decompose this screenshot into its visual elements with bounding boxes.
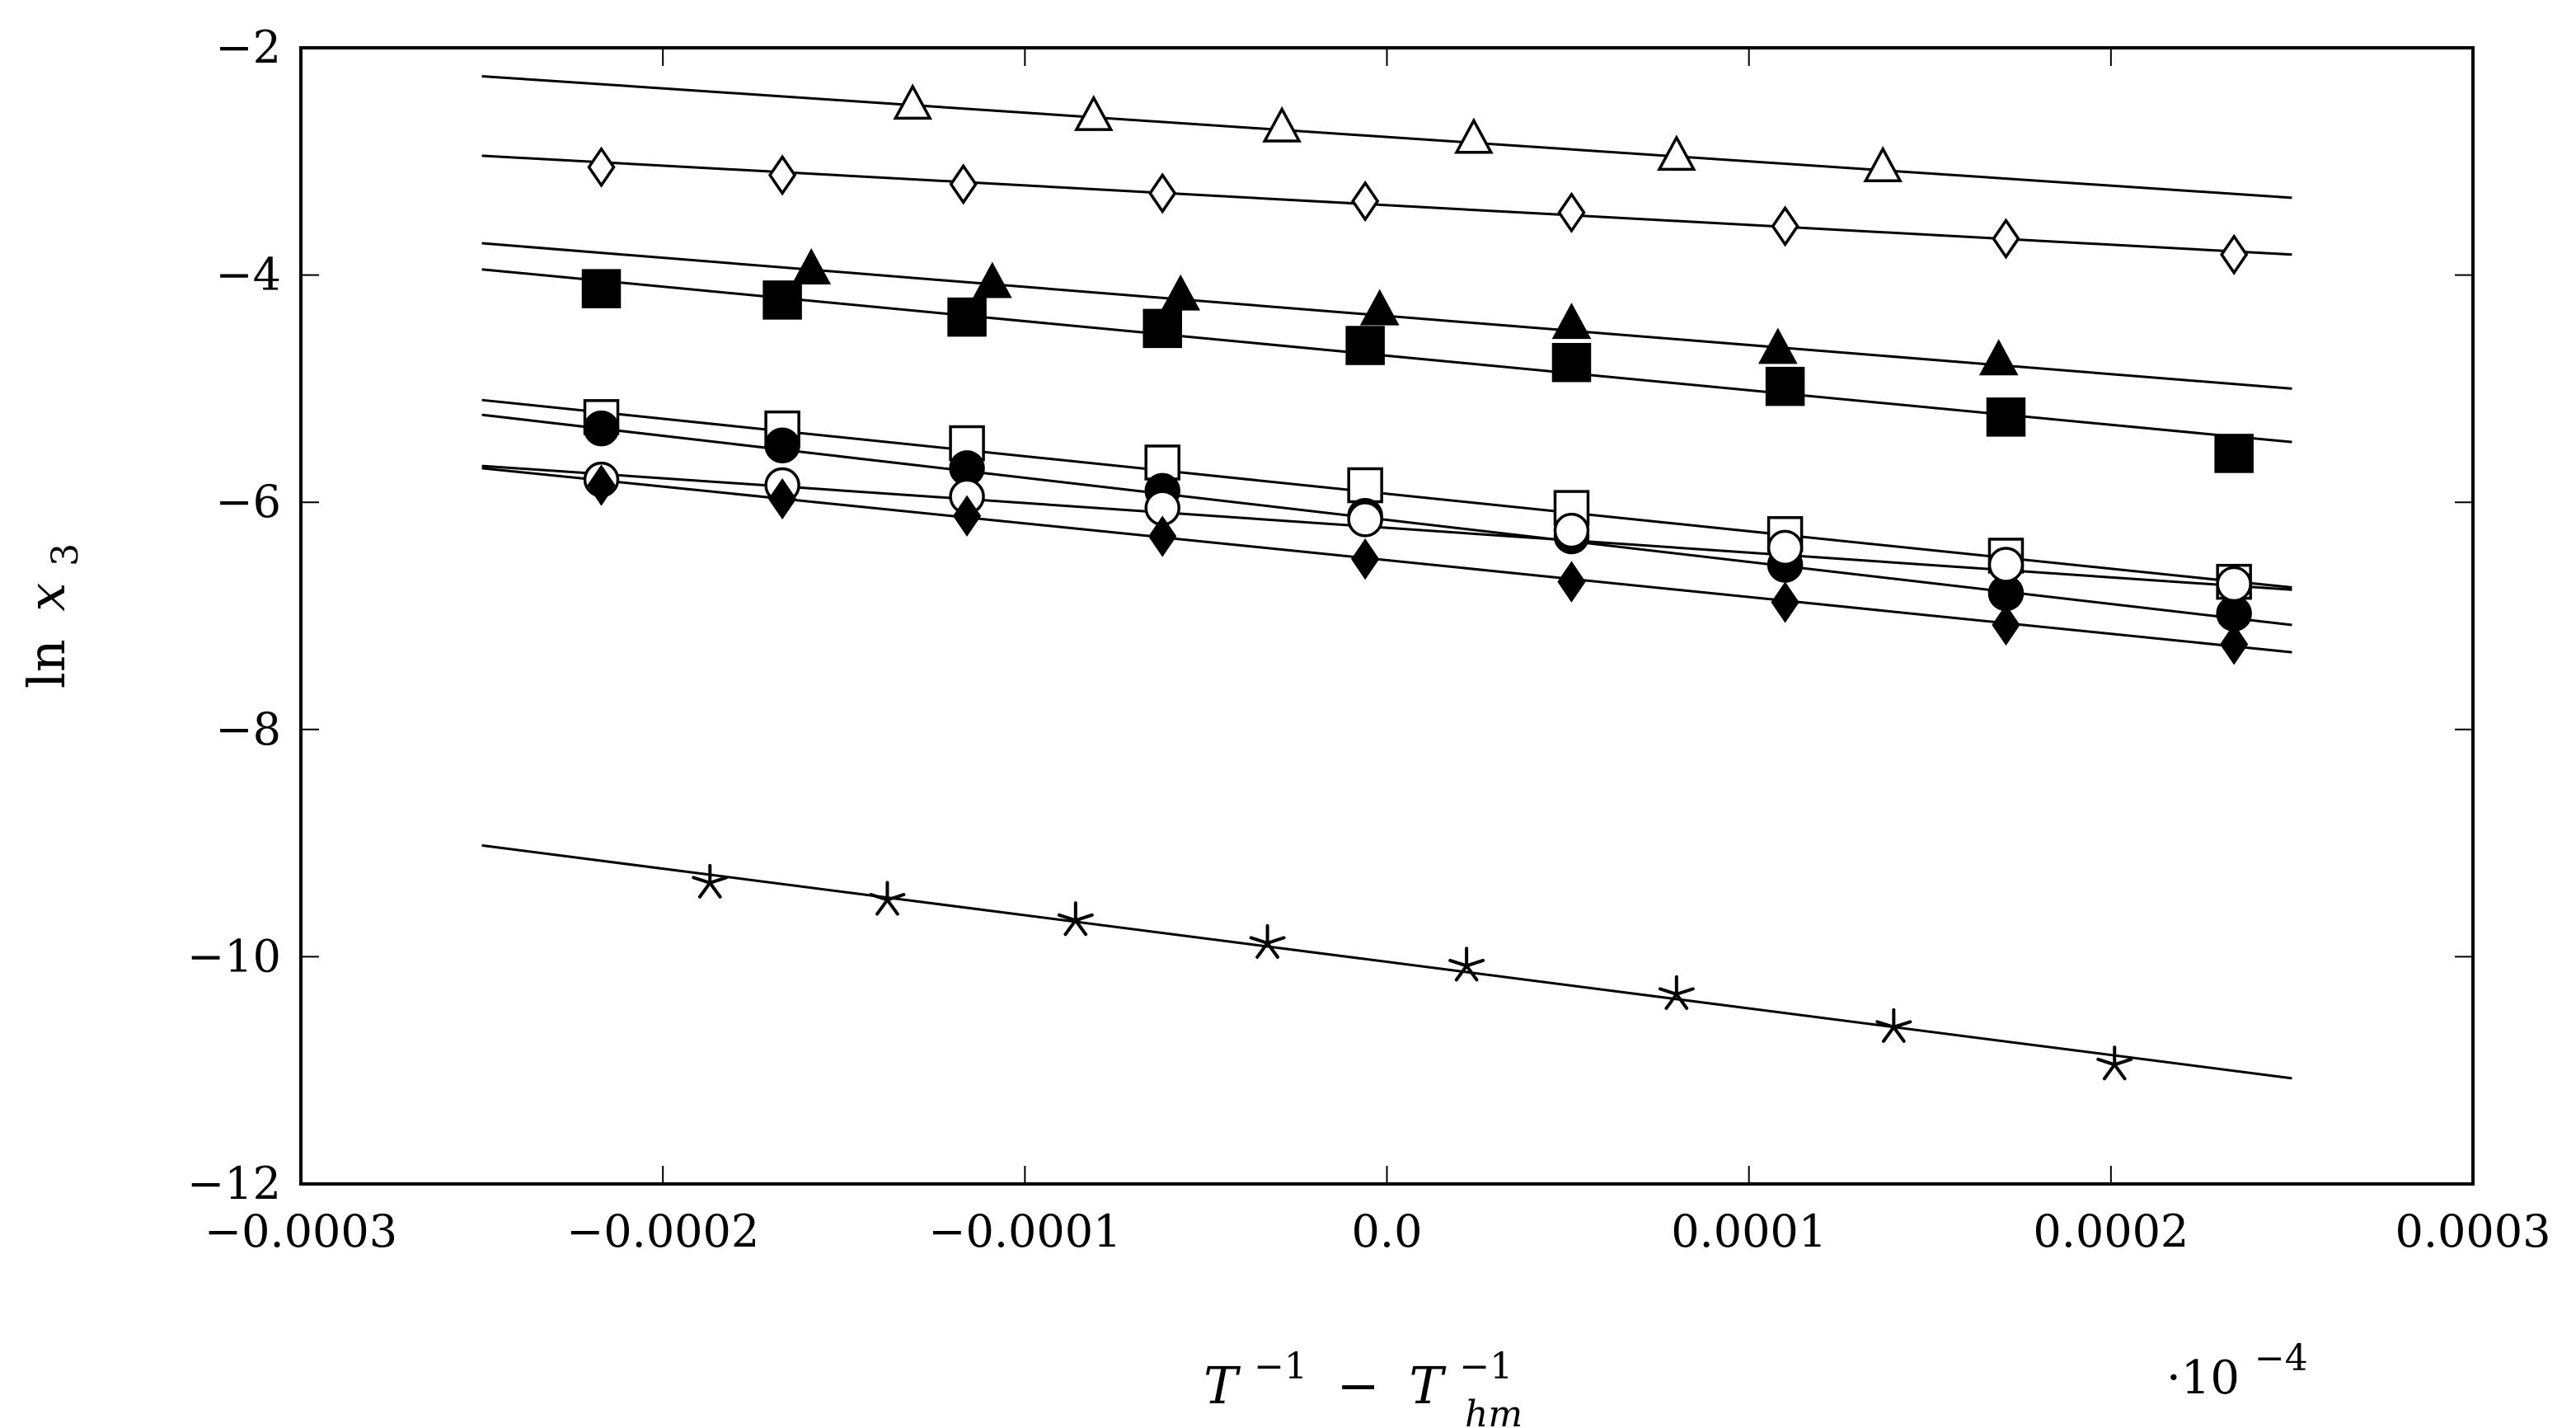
point-open-triangle <box>1262 106 1302 143</box>
x-axis-title-t2: T <box>1409 1355 1447 1416</box>
point-asterisk <box>869 881 906 916</box>
point-asterisk <box>1249 923 1286 959</box>
y-tick-label: −8 <box>215 703 281 755</box>
point-filled-triangle <box>791 248 832 284</box>
y-axis-title-var: x <box>16 583 77 612</box>
y-axis-title-sub: 3 <box>45 543 87 566</box>
point-open-diamond <box>767 154 797 196</box>
point-filled-square <box>947 297 987 337</box>
point-filled-diamond <box>587 464 616 506</box>
point-open-triangle <box>893 83 933 120</box>
point-open-diamond <box>1351 180 1380 223</box>
x-tick-label: −0.0002 <box>566 1205 759 1257</box>
point-open-triangle <box>1073 95 1114 131</box>
x-tick-label: 0.0003 <box>2395 1205 2551 1257</box>
y-tick-label: −2 <box>215 21 281 73</box>
point-open-diamond <box>1557 191 1586 233</box>
point-filled-diamond <box>1351 538 1380 580</box>
point-filled-diamond <box>1557 561 1586 603</box>
fit-line-open-diamond <box>481 154 2292 256</box>
point-filled-square <box>2214 434 2254 473</box>
point-open-circle <box>2216 566 2252 603</box>
x-scale-note-base: ·10 <box>2166 1351 2240 1405</box>
fit-line-open-triangle <box>481 74 2292 200</box>
point-filled-square <box>1551 342 1592 383</box>
point-filled-diamond <box>1148 515 1177 557</box>
x-tick-label: 0.0002 <box>2033 1205 2189 1257</box>
x-tick-label: 0.0 <box>1352 1205 1423 1257</box>
point-filled-circle <box>583 410 620 447</box>
point-asterisk <box>692 863 729 899</box>
fit-lines <box>481 74 2292 1080</box>
point-asterisk <box>1875 1008 1912 1043</box>
x-axis-title-sub2: hm <box>1465 1393 1523 1428</box>
y-axis-title-ln: ln <box>16 639 77 688</box>
point-open-circle <box>1987 547 2025 583</box>
point-filled-square <box>1345 326 1385 365</box>
x-axis-title-sup2: −1 <box>1459 1346 1513 1388</box>
point-filled-square <box>1143 308 1182 349</box>
point-open-diamond <box>949 163 978 205</box>
point-filled-triangle <box>1551 303 1592 340</box>
point-filled-triangle <box>1757 327 1798 364</box>
x-tick-label: −0.0001 <box>928 1205 1121 1257</box>
y-axis-title: ln x 3 <box>16 543 87 688</box>
point-filled-triangle <box>1161 274 1201 311</box>
point-open-circle <box>1347 501 1383 538</box>
y-tick-label: −4 <box>215 249 281 301</box>
point-filled-diamond <box>767 477 797 520</box>
point-filled-diamond <box>1992 604 2020 646</box>
x-tick-label: 0.0001 <box>1671 1205 1827 1257</box>
point-filled-circle <box>764 427 800 464</box>
x-tick-label: −0.0003 <box>204 1205 397 1257</box>
point-open-diamond <box>2220 233 2249 275</box>
point-open-triangle <box>1454 117 1494 154</box>
point-open-triangle <box>1863 146 1903 182</box>
x-scale-note: ·10 −4 <box>2166 1337 2308 1405</box>
point-open-diamond <box>1992 218 2020 260</box>
point-open-square <box>1347 467 1383 504</box>
axis-ticks: −0.0003 −0.0002 −0.0001 0.0 0.0001 0.0002 0.00… <box>187 21 2550 1257</box>
point-filled-diamond <box>1771 581 1799 623</box>
x-scale-note-exp: −4 <box>2255 1337 2308 1379</box>
point-filled-square <box>1765 366 1805 406</box>
point-asterisk <box>1658 975 1695 1010</box>
x-axis-title-minus: − <box>1337 1355 1380 1416</box>
plot-frame <box>299 46 2475 1186</box>
point-filled-diamond <box>952 495 982 537</box>
data-markers <box>581 83 2254 1081</box>
point-open-diamond <box>587 146 616 188</box>
fit-line-asterisk <box>481 843 2292 1080</box>
y-tick-label: −10 <box>187 930 281 982</box>
x-axis-title-sup1: −1 <box>1254 1346 1307 1388</box>
point-filled-triangle <box>972 261 1012 298</box>
point-filled-diamond <box>2220 623 2249 665</box>
x-axis-title-t1: T <box>1204 1355 1241 1416</box>
point-open-diamond <box>1148 172 1177 214</box>
y-tick-label: −12 <box>187 1158 281 1210</box>
point-asterisk <box>1057 901 1094 937</box>
point-asterisk <box>2096 1045 2133 1081</box>
point-open-circle <box>1553 512 1590 549</box>
point-open-triangle <box>1656 134 1696 171</box>
y-tick-label: −6 <box>215 476 281 528</box>
point-filled-square <box>581 269 622 308</box>
point-asterisk <box>1448 947 1485 982</box>
point-open-circle <box>1767 529 1804 566</box>
point-filled-square <box>762 280 802 320</box>
point-filled-square <box>1986 397 2026 437</box>
point-filled-triangle <box>1978 339 2019 376</box>
point-filled-triangle <box>1359 289 1400 326</box>
x-axis-title: T −1 − T −1 hm <box>1204 1331 1529 1428</box>
point-open-diamond <box>1771 205 1799 247</box>
